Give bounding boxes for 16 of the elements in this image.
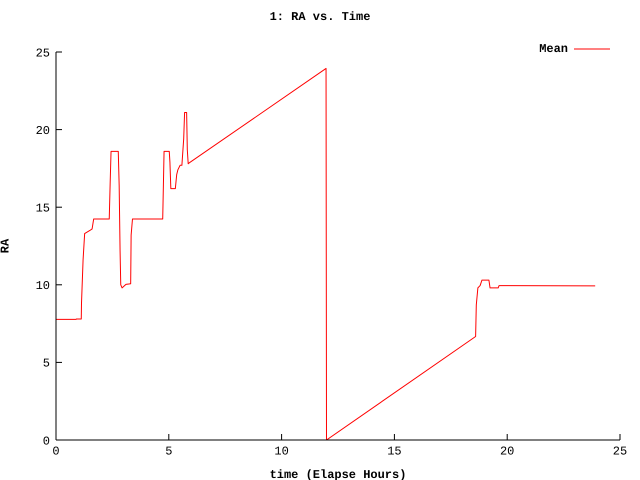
y-tick-label: 15 bbox=[36, 201, 50, 216]
y-tick-label: 25 bbox=[36, 46, 50, 60]
x-tick-label: 15 bbox=[387, 444, 402, 459]
line-series bbox=[56, 68, 596, 440]
y-tick-label: 20 bbox=[36, 124, 50, 138]
y-tick-label: 5 bbox=[42, 356, 50, 371]
y-tick-label: 0 bbox=[42, 434, 50, 448]
chart-title: 1: RA vs. Time bbox=[268, 10, 372, 24]
x-tick-label: 5 bbox=[165, 444, 172, 459]
x-tick-label: 10 bbox=[274, 444, 289, 459]
x-tick-label: 20 bbox=[500, 444, 514, 459]
y-tick-label: 10 bbox=[36, 279, 50, 294]
x-tick-label: 0 bbox=[52, 444, 60, 459]
x-tick-label: 25 bbox=[612, 444, 628, 459]
y-axis-title: RA bbox=[0, 238, 12, 254]
legend-label: Mean bbox=[539, 42, 568, 56]
